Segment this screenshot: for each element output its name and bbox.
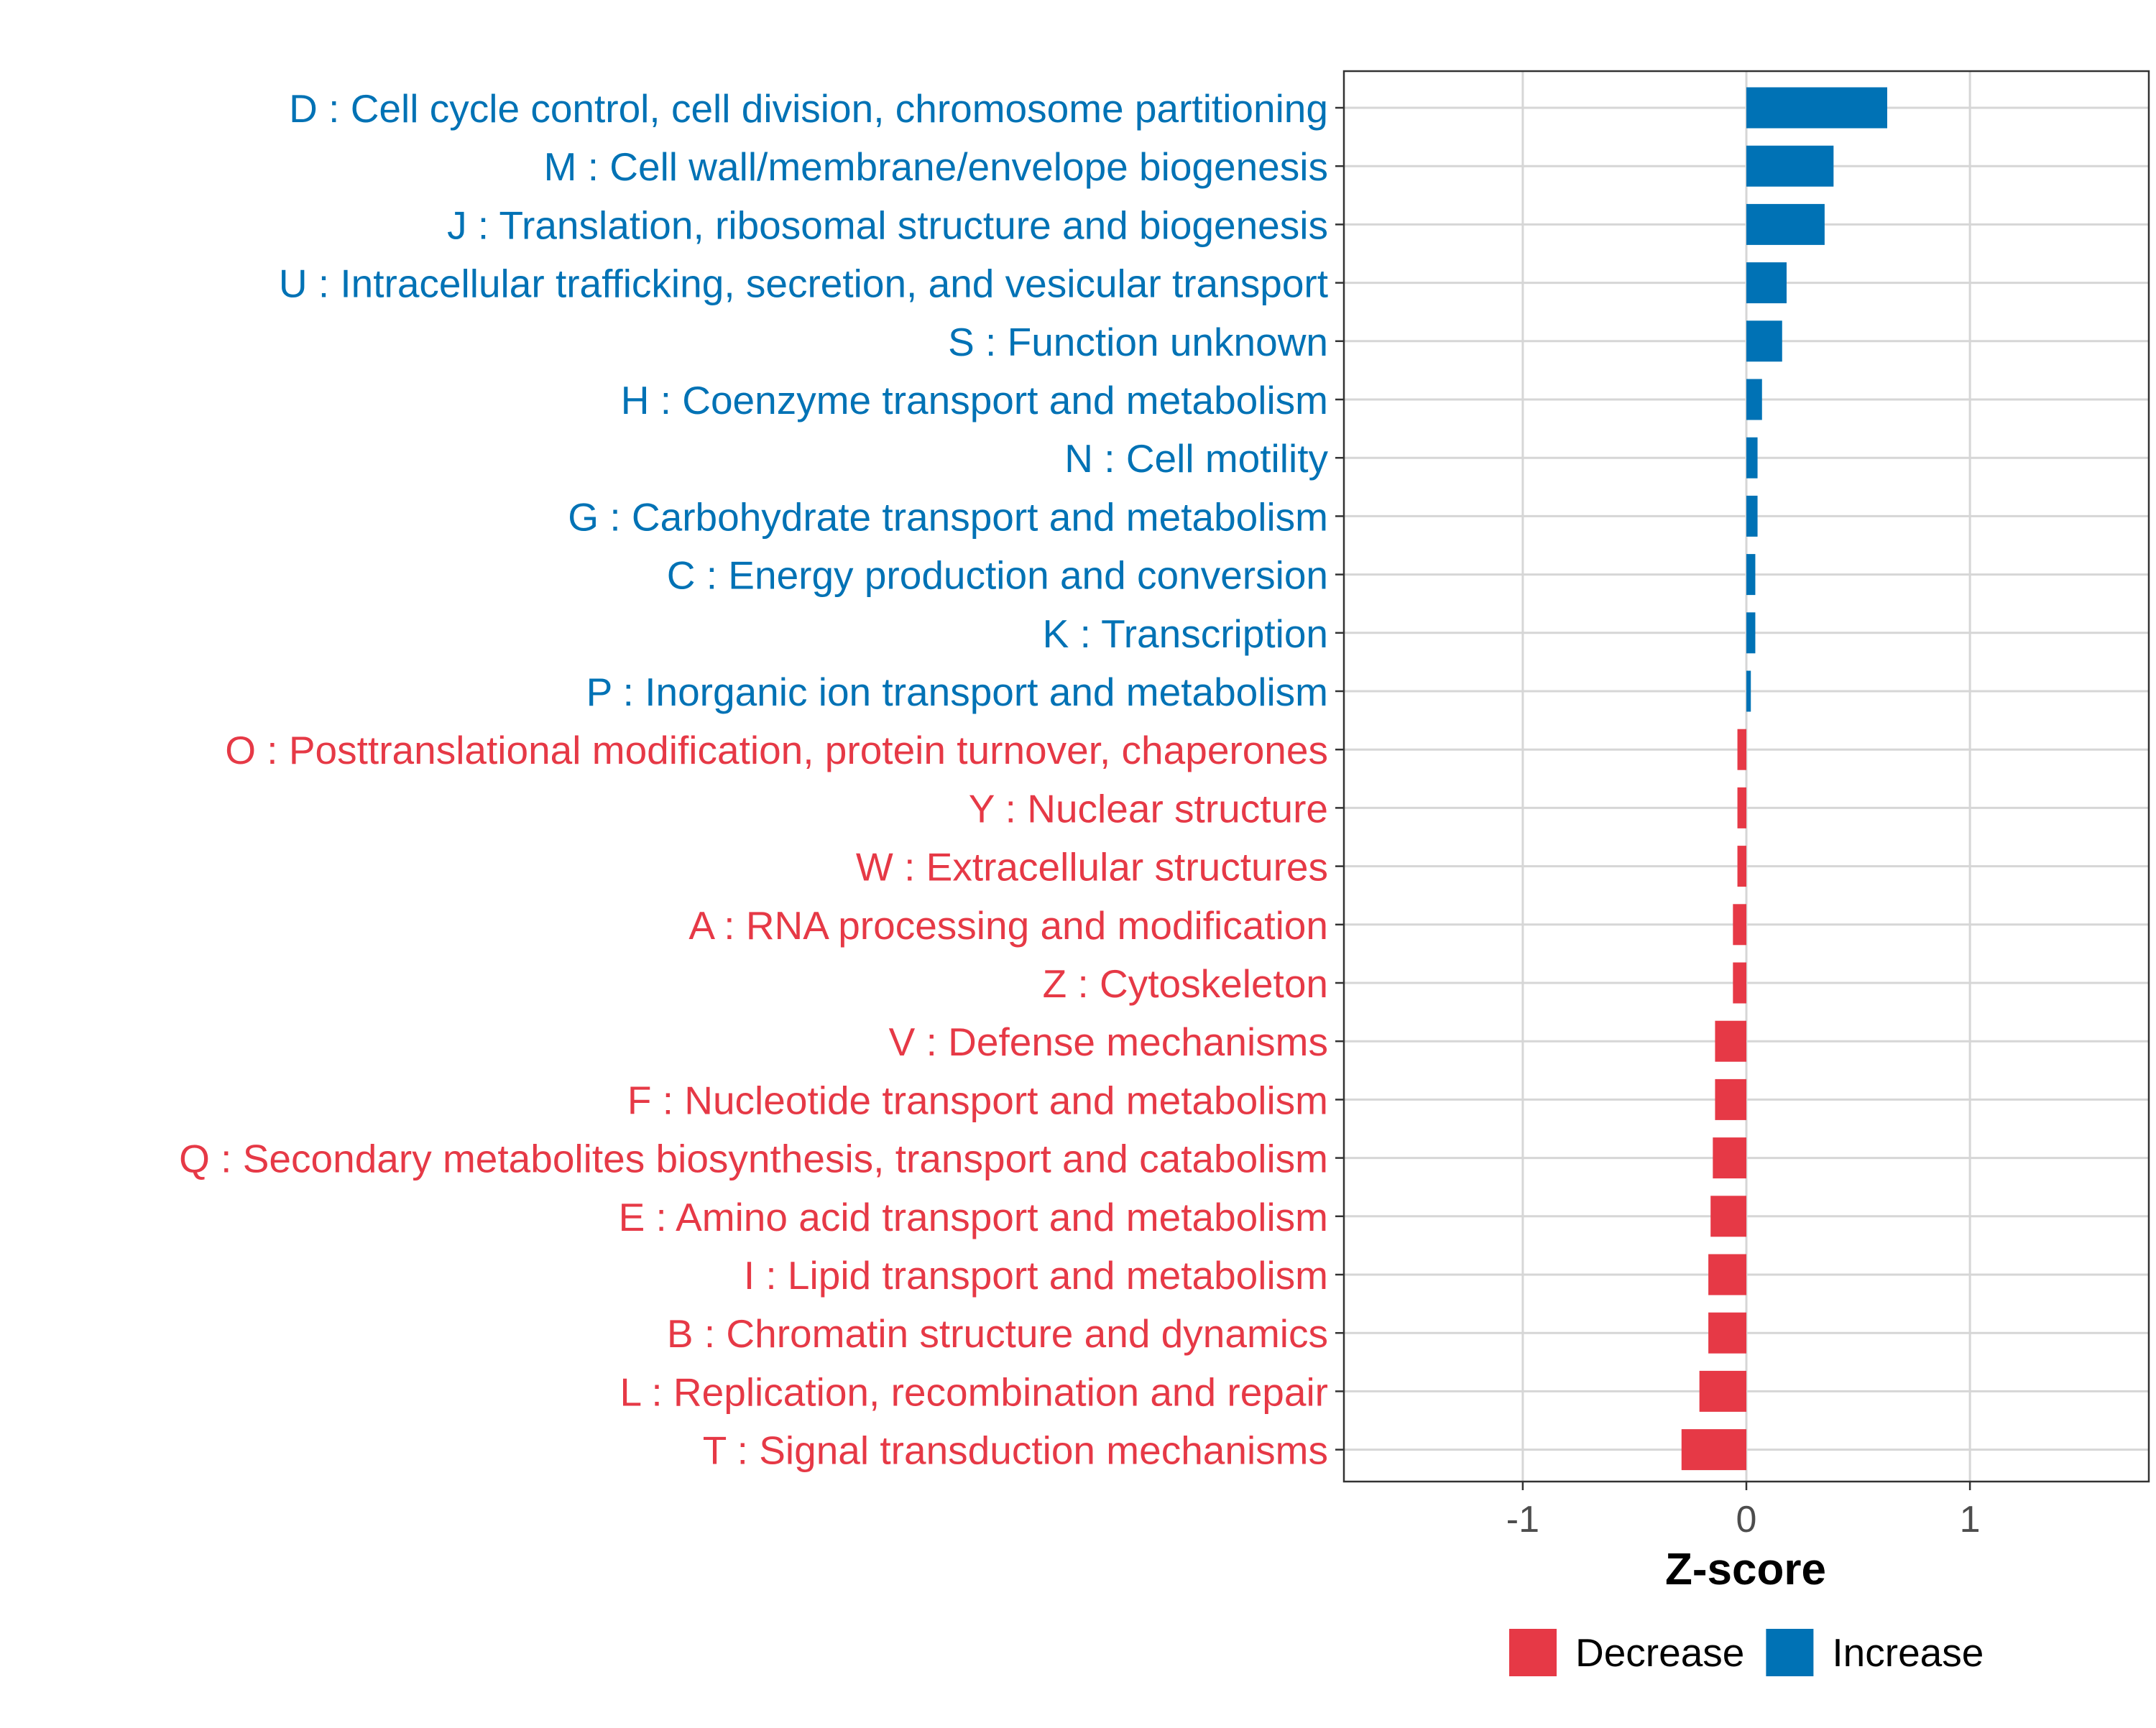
legend-key [1766,1629,1814,1676]
y-tick-label: H : Coenzyme transport and metabolism [621,378,1328,422]
legend-item: Decrease [1509,1629,1744,1676]
y-tick-label: J : Translation, ribosomal structure and… [447,203,1328,247]
x-axis-title: Z-score [1665,1545,1826,1594]
bar [1733,904,1746,946]
bar [1746,670,1751,712]
legend-key [1509,1629,1557,1676]
y-axis-ticks [1335,106,1344,1451]
y-tick-label: W : Extracellular structures [856,845,1328,890]
legend: Decrease Increase [1509,1629,1984,1676]
legend-item: Increase [1766,1629,1984,1676]
bar [1737,846,1746,887]
bar [1708,1254,1746,1295]
y-tick-label: F : Nucleotide transport and metabolism [627,1078,1328,1122]
y-tick-label: P : Inorganic ion transport and metaboli… [586,670,1328,714]
y-tick-label: T : Signal transduction mechanisms [703,1428,1328,1473]
y-tick-label: B : Chromatin structure and dynamics [667,1311,1328,1356]
x-tick-label: 0 [1736,1499,1757,1540]
y-tick-label: Z : Cytoskeleton [1043,961,1328,1006]
y-tick-label: E : Amino acid transport and metabolism [619,1195,1328,1239]
bar [1715,1020,1746,1062]
y-tick-label: C : Energy production and conversion [667,553,1328,598]
bar [1746,612,1756,654]
y-tick-label: Q : Secondary metabolites biosynthesis, … [179,1137,1328,1181]
bar [1733,962,1746,1004]
y-tick-label: S : Function unknown [948,320,1328,364]
bar [1746,495,1758,537]
x-tick-label: -1 [1506,1499,1539,1540]
bar [1737,729,1746,770]
x-axis-ticks: -1 0 1 [1506,1482,1981,1540]
bar [1746,145,1834,187]
bar [1746,437,1758,479]
y-tick-label: V : Defense mechanisms [889,1020,1328,1064]
bar [1746,203,1825,245]
y-tick-label: U : Intracellular trafficking, secretion… [279,262,1328,306]
y-tick-label: N : Cell motility [1064,436,1328,481]
bar [1708,1312,1746,1354]
bar [1710,1196,1746,1237]
y-tick-label: G : Carbohydrate transport and metabolis… [568,494,1328,539]
legend-label: Increase [1832,1630,1984,1675]
x-tick-label: 1 [1960,1499,1981,1540]
bar [1746,262,1787,304]
bar [1715,1078,1746,1120]
y-tick-label: A : RNA processing and modification [688,903,1328,948]
bar [1737,787,1746,828]
bar [1713,1137,1746,1179]
y-tick-label: L : Replication, recombination and repai… [620,1369,1328,1414]
legend-label: Decrease [1575,1630,1744,1675]
y-tick-label: O : Posttranslational modification, prot… [225,728,1328,772]
y-tick-label: I : Lipid transport and metabolism [744,1253,1328,1298]
y-tick-label: D : Cell cycle control, cell division, c… [289,86,1328,131]
y-tick-label: M : Cell wall/membrane/envelope biogenes… [544,144,1328,189]
bar [1699,1370,1746,1412]
y-tick-label: K : Transcription [1043,611,1328,656]
bar [1746,320,1782,362]
bar [1746,379,1762,420]
y-tick-label: Y : Nuclear structure [969,786,1328,831]
bar [1746,554,1756,596]
bar [1681,1429,1746,1471]
y-axis-labels: D : Cell cycle control, cell division, c… [179,86,1328,1473]
bar [1746,87,1887,129]
bar-layer [1681,87,1887,1471]
